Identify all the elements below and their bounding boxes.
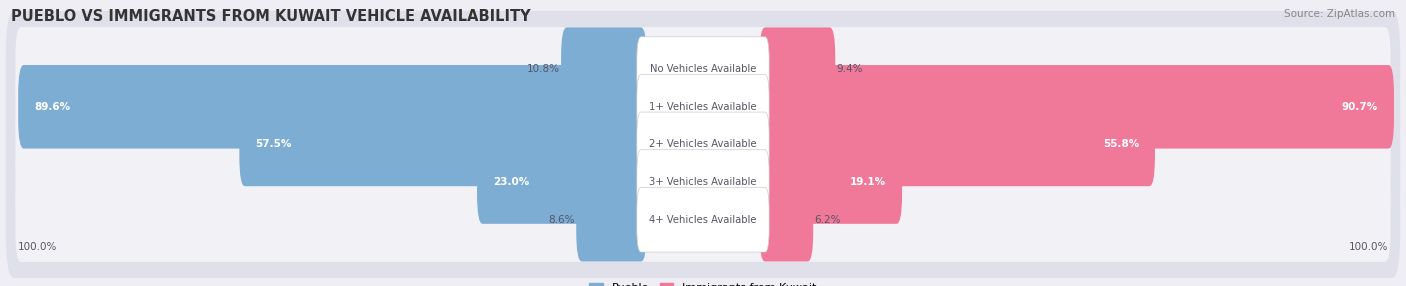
FancyBboxPatch shape: [637, 150, 769, 214]
Legend: Pueblo, Immigrants from Kuwait: Pueblo, Immigrants from Kuwait: [589, 283, 817, 286]
Text: 4+ Vehicles Available: 4+ Vehicles Available: [650, 215, 756, 225]
Text: 19.1%: 19.1%: [851, 177, 886, 187]
FancyBboxPatch shape: [637, 112, 769, 177]
FancyBboxPatch shape: [637, 74, 769, 139]
FancyBboxPatch shape: [561, 27, 647, 111]
FancyBboxPatch shape: [15, 65, 1391, 149]
FancyBboxPatch shape: [759, 65, 1393, 148]
FancyBboxPatch shape: [239, 103, 647, 186]
FancyBboxPatch shape: [637, 187, 769, 252]
FancyBboxPatch shape: [759, 103, 1154, 186]
FancyBboxPatch shape: [6, 124, 1400, 241]
Text: 89.6%: 89.6%: [34, 102, 70, 112]
Text: Source: ZipAtlas.com: Source: ZipAtlas.com: [1284, 9, 1395, 19]
Text: 23.0%: 23.0%: [494, 177, 529, 187]
Text: 9.4%: 9.4%: [837, 64, 863, 74]
Text: 100.0%: 100.0%: [17, 242, 56, 252]
FancyBboxPatch shape: [15, 178, 1391, 262]
FancyBboxPatch shape: [477, 140, 647, 224]
FancyBboxPatch shape: [576, 178, 647, 261]
Text: 6.2%: 6.2%: [814, 215, 841, 225]
FancyBboxPatch shape: [6, 11, 1400, 128]
FancyBboxPatch shape: [18, 65, 647, 148]
Text: 3+ Vehicles Available: 3+ Vehicles Available: [650, 177, 756, 187]
Text: 100.0%: 100.0%: [1350, 242, 1389, 252]
Text: 55.8%: 55.8%: [1102, 140, 1139, 149]
Text: PUEBLO VS IMMIGRANTS FROM KUWAIT VEHICLE AVAILABILITY: PUEBLO VS IMMIGRANTS FROM KUWAIT VEHICLE…: [11, 9, 531, 23]
FancyBboxPatch shape: [637, 37, 769, 102]
Text: 57.5%: 57.5%: [254, 140, 291, 149]
FancyBboxPatch shape: [759, 140, 903, 224]
FancyBboxPatch shape: [6, 48, 1400, 165]
Text: 2+ Vehicles Available: 2+ Vehicles Available: [650, 140, 756, 149]
Text: 1+ Vehicles Available: 1+ Vehicles Available: [650, 102, 756, 112]
FancyBboxPatch shape: [6, 161, 1400, 278]
Text: 10.8%: 10.8%: [527, 64, 560, 74]
Text: 90.7%: 90.7%: [1341, 102, 1378, 112]
Text: 8.6%: 8.6%: [548, 215, 575, 225]
FancyBboxPatch shape: [759, 178, 813, 261]
FancyBboxPatch shape: [6, 86, 1400, 203]
FancyBboxPatch shape: [759, 27, 835, 111]
FancyBboxPatch shape: [15, 27, 1391, 111]
FancyBboxPatch shape: [15, 102, 1391, 186]
Text: No Vehicles Available: No Vehicles Available: [650, 64, 756, 74]
FancyBboxPatch shape: [15, 140, 1391, 224]
